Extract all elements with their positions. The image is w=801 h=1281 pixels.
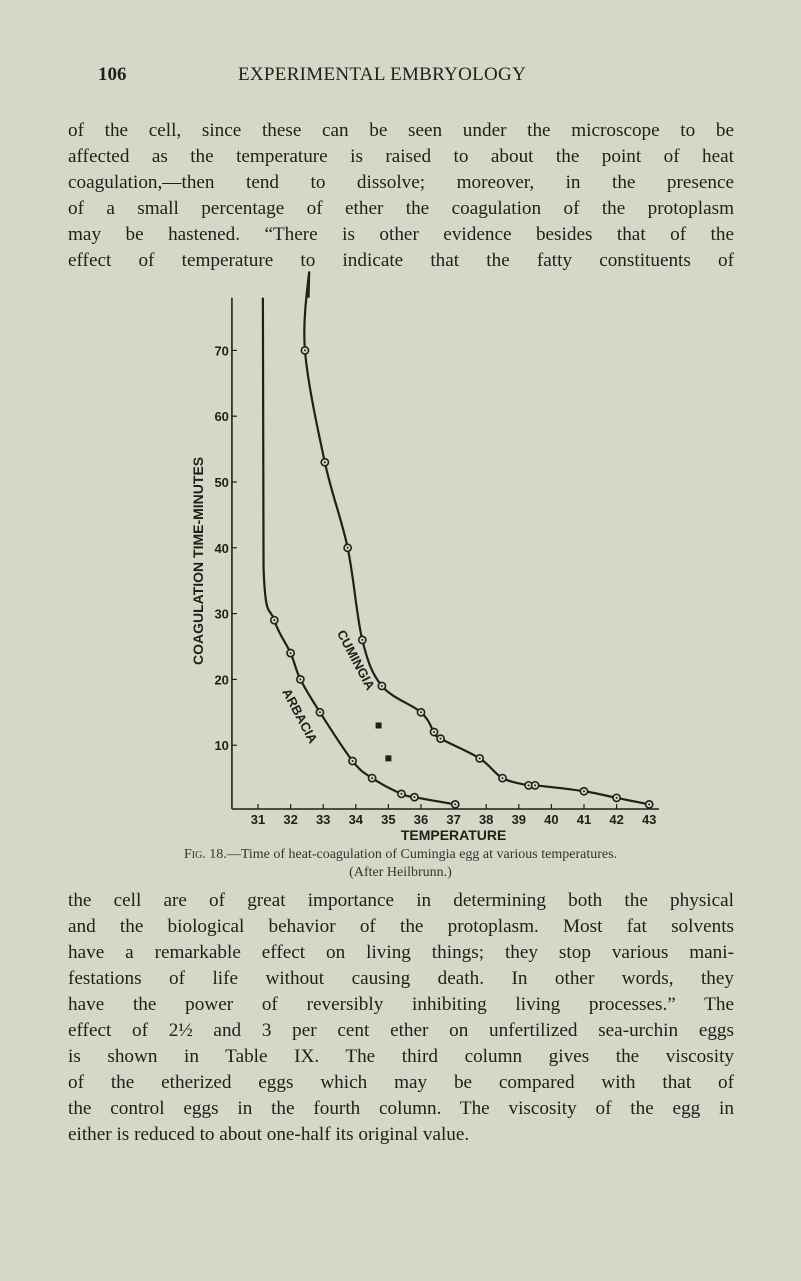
y-tick-label: 30 <box>214 607 228 622</box>
data-point-center <box>299 678 302 681</box>
text-line: have the power of reversibly inhibiting … <box>68 994 734 1015</box>
data-point-center <box>371 777 374 780</box>
page-number: 106 <box>98 64 127 85</box>
data-point-center <box>478 757 481 760</box>
x-tick-label: 40 <box>544 812 558 827</box>
text-line: may be hastened. “There is other evidenc… <box>68 224 734 245</box>
x-tick-label: 42 <box>609 812 623 827</box>
text-line: of a small percentage of ether the coagu… <box>68 198 734 219</box>
x-tick-label: 32 <box>283 812 297 827</box>
y-tick-label: 60 <box>214 409 228 424</box>
text-line: either is reduced to about one-half its … <box>68 1124 470 1145</box>
text-line: effect of temperature to indicate that t… <box>68 250 734 271</box>
figure-credit: (After Heilbrunn.) <box>349 865 452 880</box>
data-point-center <box>323 461 326 464</box>
data-point-center <box>454 803 457 806</box>
curve-cumingia <box>303 271 650 806</box>
paragraph-1: of the cell, since these can be seen und… <box>68 118 734 274</box>
running-title: EXPERIMENTAL EMBRYOLOGY <box>238 64 527 85</box>
data-point-square <box>385 755 392 762</box>
x-tick-label: 37 <box>446 812 460 827</box>
data-point-center <box>400 792 403 795</box>
caption-text: —Time of heat-coagulation of Cumingia eg… <box>226 847 618 862</box>
data-point-center <box>380 684 383 687</box>
data-point-center <box>527 784 530 787</box>
text-line: effect of 2½ and 3 per cent ether on unf… <box>68 1020 734 1041</box>
data-point-center <box>648 803 651 806</box>
y-tick-label: 70 <box>214 343 228 358</box>
data-point-center <box>273 619 276 622</box>
series-label-arbacia: ARBACIA <box>279 686 321 747</box>
data-point-center <box>501 777 504 780</box>
text-line: the cell are of great importance in dete… <box>68 890 734 911</box>
data-point-center <box>346 546 349 549</box>
paragraph-2: the cell are of great importance in dete… <box>68 888 734 1148</box>
data-point-center <box>615 796 618 799</box>
series-label-cumingia: CUMINGIA <box>334 627 378 693</box>
x-axis-label: TEMPERATURE <box>401 827 507 843</box>
curve-arbacia <box>261 297 456 806</box>
x-tick-label: 34 <box>349 812 364 827</box>
text-line: is shown in Table IX. The third column g… <box>68 1046 734 1067</box>
figure-caption: Fig. 18.—Time of heat-coagulation of Cum… <box>0 847 801 863</box>
figure-label: Fig. 18. <box>183 847 227 862</box>
text-line: the control eggs in the fourth column. T… <box>68 1098 734 1119</box>
data-point-center <box>303 349 306 352</box>
y-tick-label: 10 <box>214 738 228 753</box>
data-point-center <box>420 711 422 714</box>
text-line: and the biological behavior of the proto… <box>68 916 734 937</box>
data-point-center <box>583 790 585 793</box>
text-line: of the cell, since these can be seen und… <box>68 120 734 141</box>
text-line: of the etherized eggs which may be compa… <box>68 1072 734 1093</box>
x-tick-label: 31 <box>251 812 265 827</box>
x-tick-label: 39 <box>512 812 526 827</box>
data-point-center <box>351 759 354 762</box>
y-tick-label: 50 <box>214 475 228 490</box>
x-tick-label: 41 <box>577 812 591 827</box>
x-tick-label: 35 <box>381 812 395 827</box>
text-line: coagulation,—then tend to dissolve; more… <box>68 172 734 193</box>
data-point-center <box>361 638 364 641</box>
y-tick-label: 20 <box>214 672 228 687</box>
data-point-center <box>413 796 416 799</box>
text-line: festations of life without causing death… <box>68 968 734 989</box>
x-tick-label: 43 <box>642 812 656 827</box>
x-tick-label: 33 <box>316 812 330 827</box>
data-point-center <box>289 652 292 655</box>
data-point-center <box>433 731 436 734</box>
text-line: have a remarkable effect on living thing… <box>68 942 734 963</box>
data-point-square <box>375 722 382 729</box>
y-axis-label: COAGULATION TIME-MINUTES <box>190 457 206 665</box>
y-tick-label: 40 <box>214 541 228 556</box>
text-line: affected as the temperature is raised to… <box>68 146 734 167</box>
data-point-center <box>318 711 321 714</box>
data-point-center <box>439 737 442 740</box>
data-point-center <box>534 784 537 787</box>
x-tick-label: 36 <box>414 812 428 827</box>
x-tick-label: 38 <box>479 812 493 827</box>
